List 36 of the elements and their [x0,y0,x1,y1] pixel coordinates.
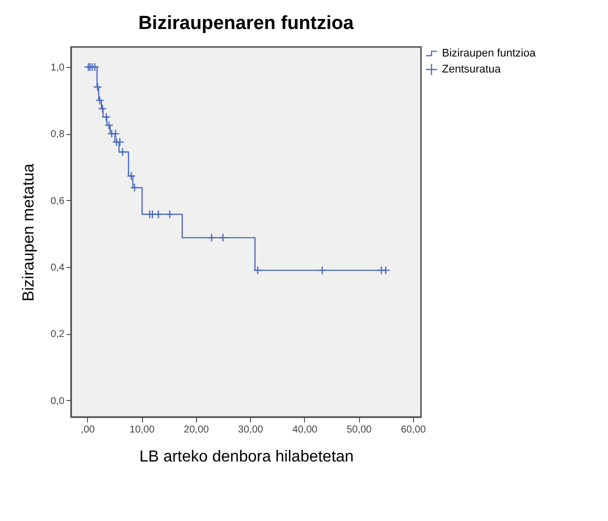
point [218,233,228,242]
x-tick-label: 60,00 [400,424,426,436]
x-tick-label: 30,00 [238,424,264,436]
legend-label: Zentsuratua [442,64,502,76]
point [98,104,107,114]
point [95,96,104,105]
point [111,129,120,138]
point [104,120,114,130]
point [154,210,163,219]
y-tick-label: 1,0 [50,62,65,74]
y-tick-label: 0,0 [50,396,65,407]
point [102,112,111,122]
point [381,266,390,275]
point [93,82,102,92]
x-axis-title: LB arteko denbora hilabetetan [139,448,354,466]
x-tick-label: 50,00 [346,424,372,436]
x-tick-label: 20,00 [184,424,210,436]
point [207,233,216,242]
point [165,210,174,219]
y-tick-label: 0,4 [50,262,65,274]
x-tick-label: ,00 [80,424,96,436]
y-axis-title: Biziraupen metatua [20,163,38,302]
point [130,183,139,192]
point [126,172,136,180]
y-tick-label: 0,6 [50,196,65,207]
x-tick-label: 40,00 [292,424,318,436]
point [318,266,327,275]
x-tick-label: 10,00 [130,424,155,436]
point [118,148,128,156]
point [253,266,262,275]
legend-label: Biziraupen funtzioa [442,48,536,60]
point [148,210,157,219]
y-tick-label: 0,8 [50,129,65,140]
point [90,62,100,72]
chart-title: Biziraupenaren funtzioa [138,13,354,34]
y-tick-label: 0,2 [50,329,65,340]
